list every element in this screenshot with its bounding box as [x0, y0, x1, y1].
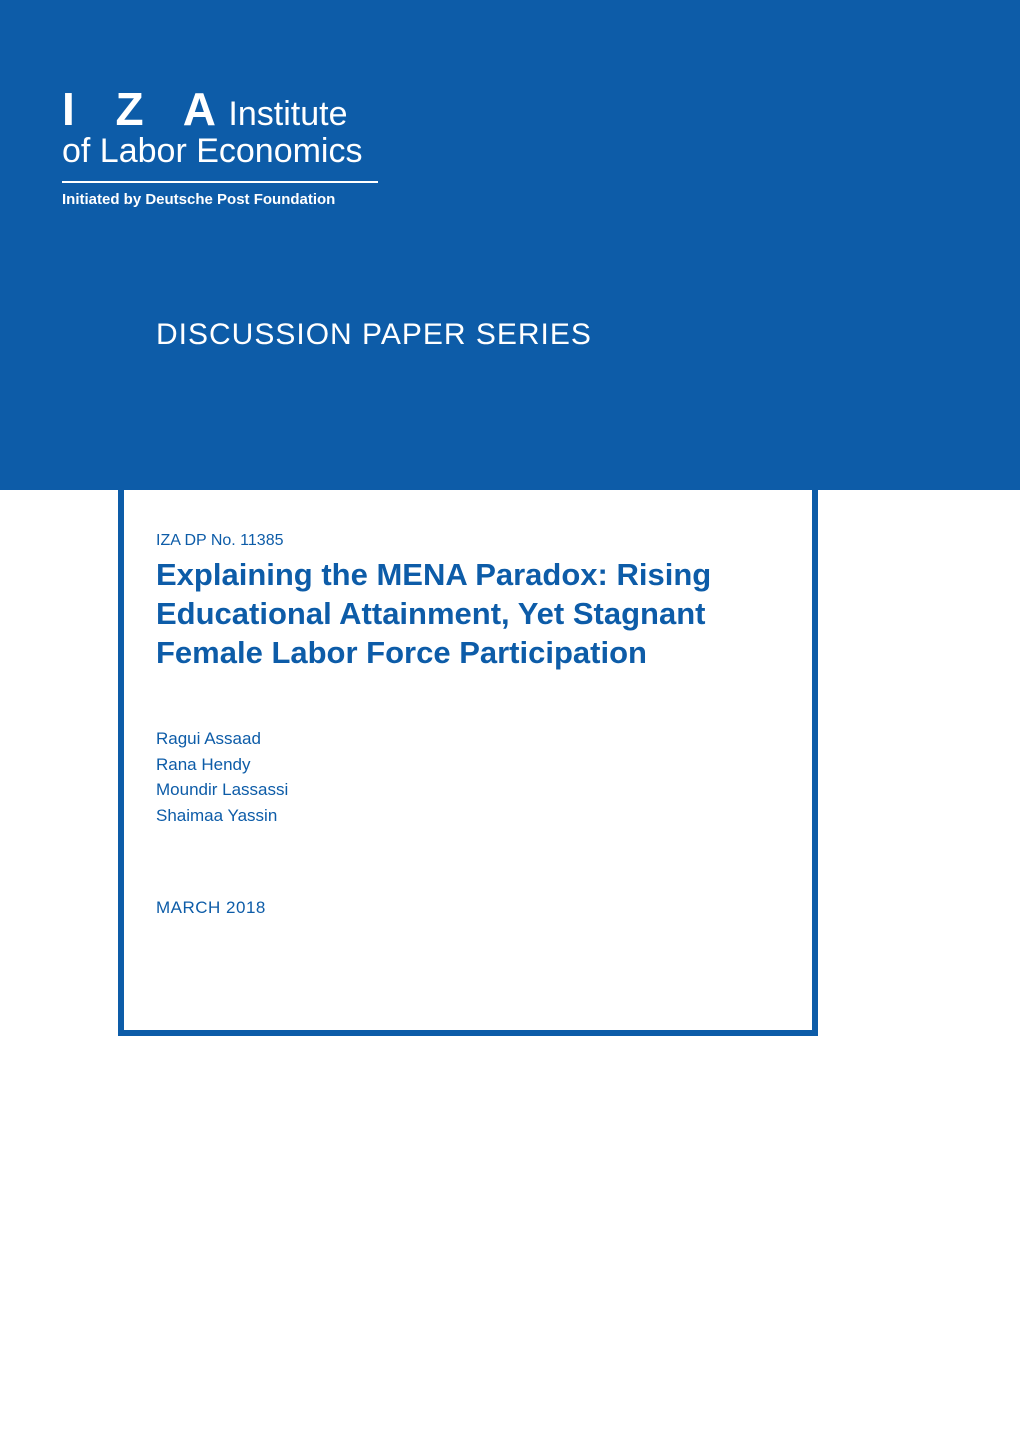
series-body: IZA DP No. 11385 Explaining the MENA Par…: [124, 490, 812, 950]
iza-logo: I Z A Institute of Labor Economics Initi…: [62, 82, 378, 208]
logo-subtitle: Initiated by Deutsche Post Foundation: [62, 191, 378, 208]
logo-divider: [62, 181, 378, 183]
author: Moundir Lassassi: [156, 777, 780, 803]
paper-date: MARCH 2018: [156, 898, 780, 918]
author: Shaimaa Yassin: [156, 803, 780, 829]
logo-line-2: of Labor Economics: [62, 132, 378, 171]
logo-line1-suffix: Institute: [228, 95, 347, 133]
paper-id: IZA DP No. 11385: [156, 532, 780, 550]
author-list: Ragui Assaad Rana Hendy Moundir Lassassi…: [156, 726, 780, 828]
logo-acronym: I Z A: [62, 83, 230, 135]
author: Rana Hendy: [156, 752, 780, 778]
series-header: DISCUSSION PAPER SERIES: [124, 282, 812, 490]
author: Ragui Assaad: [156, 726, 780, 752]
paper-info-box: DISCUSSION PAPER SERIES IZA DP No. 11385…: [118, 276, 818, 1036]
series-title: DISCUSSION PAPER SERIES: [156, 318, 780, 352]
logo-line-1: I Z A Institute: [62, 82, 378, 136]
paper-title: Explaining the MENA Paradox: Rising Educ…: [156, 556, 780, 672]
